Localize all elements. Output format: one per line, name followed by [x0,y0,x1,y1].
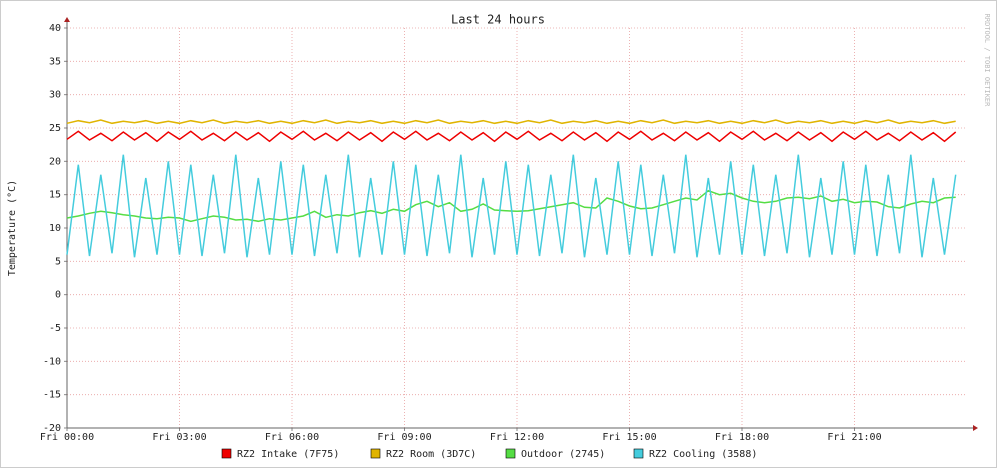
legend-label: RZ2 Intake (7F75) [237,449,339,460]
series-line [66,130,957,143]
watermark: RRDTOOL / TOBI OETIKER [983,14,991,108]
legend-label: Outdoor (2745) [521,449,605,460]
y-tick-label: 30 [49,90,61,101]
series-line [66,119,956,125]
x-tick-label: Fri 00:00 [40,432,94,443]
y-tick-label: 40 [49,23,61,34]
legend-swatch [370,448,381,459]
y-tick-label: 35 [49,56,61,67]
y-tick-label: -5 [49,323,61,334]
y-tick-label: 20 [49,156,61,167]
y-axis-arrow [64,17,70,22]
legend-label: RZ2 Cooling (3588) [649,449,757,460]
y-tick-label: 10 [49,223,61,234]
legend-swatch [633,448,644,459]
legend-label: RZ2 Room (3D7C) [386,449,476,460]
x-tick-label: Fri 12:00 [490,432,544,443]
y-tick-label: -20 [43,423,61,434]
x-tick-label: Fri 06:00 [265,432,319,443]
y-tick-label: -15 [43,390,61,401]
series-line [66,154,957,258]
x-tick-label: Fri 09:00 [377,432,431,443]
y-tick-label: 15 [49,190,61,201]
x-tick-label: Fri 15:00 [602,432,656,443]
y-tick-label: 0 [55,290,61,301]
x-axis-arrow [973,425,978,431]
y-tick-label: -10 [43,356,61,367]
legend-swatch [505,448,516,459]
legend-swatch [221,448,232,459]
y-axis-label: Temperature (°C) [7,180,18,276]
y-tick-label: 5 [55,256,61,267]
chart-title: Last 24 hours [451,13,545,27]
x-tick-label: Fri 21:00 [827,432,881,443]
x-tick-label: Fri 18:00 [715,432,769,443]
x-tick-label: Fri 03:00 [152,432,206,443]
y-tick-label: 25 [49,123,61,134]
